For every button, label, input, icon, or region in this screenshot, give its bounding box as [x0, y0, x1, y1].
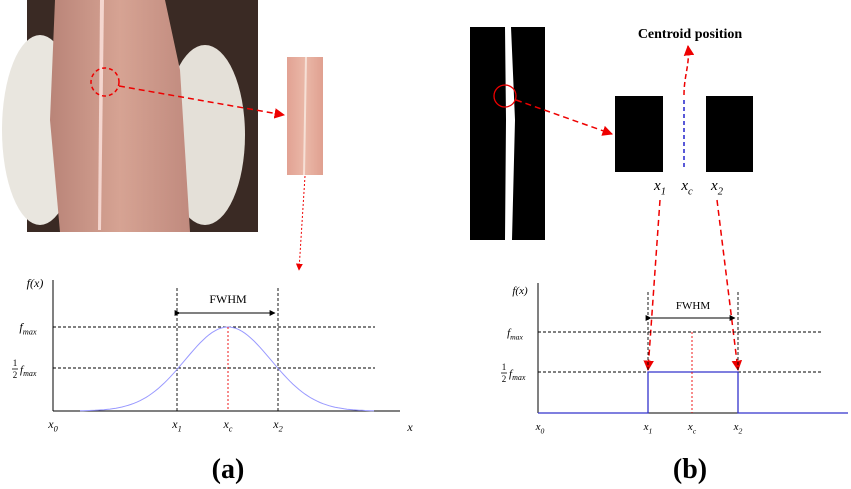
label-sub: max: [510, 332, 523, 341]
label-sub: 1: [649, 426, 653, 435]
fwhm-label: FWHM: [676, 300, 710, 312]
label-sub: max: [512, 373, 526, 382]
half-fmax-label: fmax: [20, 364, 37, 378]
centroid-arrow: [684, 46, 688, 95]
image-label: x1: [653, 178, 666, 198]
zoom-inset: [287, 57, 323, 175]
label-sub: 1: [178, 425, 182, 434]
fraction-num: 1: [13, 358, 18, 368]
x-tick-label: x2: [272, 417, 283, 434]
y-axis-label: f(x): [512, 285, 528, 297]
x-tick-label: x0: [47, 417, 58, 434]
fraction-den: 2: [502, 374, 507, 384]
centroid-label: Centroid position: [638, 27, 743, 42]
label-sub: max: [23, 369, 37, 378]
image-label: x2: [710, 178, 724, 198]
fmax-label: fmax: [507, 327, 523, 341]
image-label: xc: [680, 178, 693, 198]
label-sub: c: [693, 426, 697, 435]
x-tick-label: xc: [222, 417, 232, 434]
label-sub: c: [688, 187, 693, 198]
half-fmax-label: fmax: [509, 368, 526, 382]
wrist-photo: [2, 0, 258, 232]
label-sub: c: [229, 425, 233, 434]
gaussian-curve: [80, 327, 374, 411]
x-axis-label: x: [406, 420, 413, 434]
plot-arrow: [299, 176, 305, 270]
label-sub: max: [23, 328, 37, 337]
x2-arrow: [717, 200, 738, 370]
label-sub: 0: [54, 425, 59, 434]
label-sub: 2: [718, 187, 724, 198]
x-tick-label: xc: [687, 421, 697, 435]
figure: Centroid position (a) (b) f(x)fmax12fmax…: [0, 0, 851, 489]
fmax-label: fmax: [19, 320, 37, 337]
fraction-num: 1: [502, 362, 507, 372]
y-axis-label: f(x): [27, 276, 44, 290]
fraction-den: 2: [13, 370, 18, 380]
fwhm-label: FWHM: [209, 292, 247, 306]
x-tick-label: x1: [171, 417, 182, 434]
label-sub: 1: [661, 187, 666, 198]
label-sub: 2: [739, 426, 743, 435]
label-sub: 2: [279, 425, 283, 434]
caption: (b): [673, 454, 707, 485]
label-sub: 0: [541, 426, 545, 435]
step-function: [538, 372, 848, 413]
caption: (a): [212, 454, 245, 485]
x-tick-label: x2: [733, 421, 743, 435]
x-tick-label: x1: [643, 421, 653, 435]
x-tick-label: x0: [535, 421, 545, 435]
x1-arrow: [648, 200, 660, 370]
